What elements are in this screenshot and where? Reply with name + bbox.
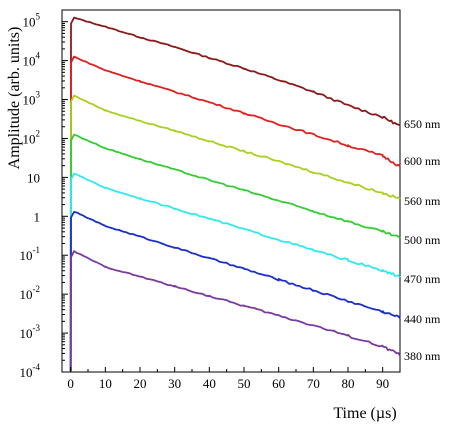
y-tick-base: 10 [23, 15, 36, 30]
series-line [69, 133, 401, 373]
x-tick-label: 50 [238, 376, 251, 391]
series-line [69, 55, 401, 373]
y-tick-base: 1 [34, 209, 41, 224]
y-tick-base: 10 [20, 326, 33, 341]
x-tick-label: 90 [376, 376, 389, 391]
series-label: 560 nm [404, 194, 441, 208]
series-line [69, 94, 401, 373]
x-tick-label: 0 [67, 376, 74, 391]
series-label: 380 nm [404, 349, 441, 363]
x-axis-title: Time (µs) [333, 405, 396, 422]
series-line [69, 16, 401, 373]
y-tick-base: 10 [23, 93, 36, 108]
y-tick-label: 104 [23, 51, 41, 69]
y-tick-exponent: -1 [33, 245, 41, 255]
y-tick-base: 10 [20, 248, 33, 263]
y-tick-exponent: 2 [36, 128, 41, 138]
y-tick-exponent: 5 [36, 12, 41, 22]
y-tick-label: 105 [23, 12, 41, 30]
y-tick-label: 10-2 [20, 284, 41, 302]
y-tick-base: 10 [27, 170, 40, 185]
axis-layer: 0 10 20 30 40 50 60 70 80 9010510410310210110-110… [20, 12, 390, 391]
x-tick-label: 20 [134, 376, 147, 391]
label-layer: 650 nm 600 nm 560 nm 500 nm 470 nm 440 nm 380 … [404, 117, 441, 363]
y-tick-label: 10-3 [20, 323, 41, 341]
y-tick-exponent: 4 [36, 51, 41, 61]
plot-frame [61, 9, 401, 373]
series-label: 650 nm [404, 117, 441, 131]
y-tick-label: 1 [34, 209, 41, 224]
y-tick-base: 10 [20, 287, 33, 302]
y-tick-base: 10 [20, 365, 33, 380]
y-axis-title: Amplitude (arb. units) [6, 27, 23, 170]
series-label: 600 nm [404, 154, 441, 168]
series-line [69, 211, 401, 373]
y-tick-label: 10-4 [20, 362, 41, 380]
series-layer [69, 16, 401, 373]
y-tick-exponent: -4 [33, 362, 41, 372]
y-tick-base: 10 [23, 54, 36, 69]
x-tick-label: 30 [168, 376, 181, 391]
y-tick-base: 10 [23, 131, 36, 146]
x-tick-label: 10 [99, 376, 112, 391]
series-label: 440 nm [404, 312, 441, 326]
series-line [69, 250, 401, 373]
x-tick-label: 70 [307, 376, 320, 391]
y-tick-exponent: -3 [33, 323, 41, 333]
y-tick-label: 102 [23, 128, 41, 146]
y-tick-label: 103 [23, 90, 41, 108]
y-tick-exponent: 3 [36, 90, 41, 100]
x-tick-label: 40 [203, 376, 216, 391]
y-tick-exponent: -2 [33, 284, 41, 294]
x-tick-label: 80 [342, 376, 355, 391]
series-label: 500 nm [404, 233, 441, 247]
y-tick-label: 10-1 [20, 245, 41, 263]
y-tick-label: 10 [27, 170, 40, 185]
series-line [69, 172, 401, 373]
series-label: 470 nm [404, 272, 441, 286]
x-tick-label: 60 [272, 376, 285, 391]
